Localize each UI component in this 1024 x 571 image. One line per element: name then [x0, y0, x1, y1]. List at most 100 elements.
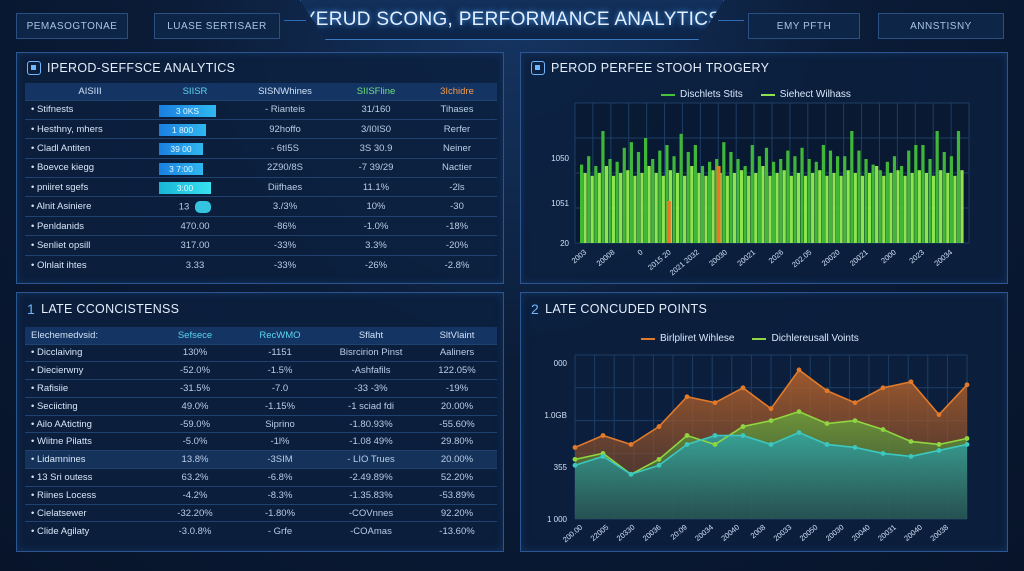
- col-header[interactable]: SISNWhines: [235, 83, 335, 100]
- bar[interactable]: [654, 173, 658, 243]
- bar[interactable]: [875, 166, 879, 243]
- table-row[interactable]: • Wiitne Pilatts -5.0% -1l% -1.08 49% 29.80%: [25, 432, 497, 451]
- table-row[interactable]: • Hesthny, mhers 1 800 92hoffo 3/I0IS0 Rerfe…: [25, 118, 497, 139]
- bar[interactable]: [647, 166, 651, 243]
- data-point[interactable]: [740, 424, 746, 429]
- data-point[interactable]: [628, 471, 634, 477]
- bar[interactable]: [853, 173, 857, 243]
- bar[interactable]: [764, 147, 769, 243]
- bar[interactable]: [907, 150, 911, 243]
- data-point[interactable]: [712, 400, 718, 406]
- bar[interactable]: [683, 175, 687, 243]
- bar[interactable]: [704, 175, 708, 243]
- bar[interactable]: [666, 201, 671, 243]
- bar[interactable]: [839, 175, 843, 243]
- bar[interactable]: [864, 159, 868, 243]
- bar[interactable]: [846, 170, 850, 243]
- data-point[interactable]: [936, 412, 942, 418]
- data-point[interactable]: [908, 439, 914, 444]
- bar[interactable]: [789, 175, 793, 243]
- table-row[interactable]: • Penldanids 470.00 -86% -1.0% -18%: [25, 215, 497, 236]
- data-point[interactable]: [852, 400, 858, 406]
- bar[interactable]: [924, 173, 929, 243]
- bar[interactable]: [931, 175, 936, 243]
- bar[interactable]: [768, 175, 772, 243]
- table-row[interactable]: • Dicclaiving 130% -1151 Bisrcirion Pinst Aa…: [25, 343, 497, 362]
- table-row[interactable]: • Riines Locess -4.2% -8.3% -1.35.83% -53.89…: [25, 485, 497, 505]
- data-point[interactable]: [936, 448, 942, 453]
- data-point[interactable]: [656, 424, 662, 429]
- nav-button-2[interactable]: LUASE SERTISAER: [154, 13, 280, 39]
- bar[interactable]: [860, 175, 865, 243]
- data-point[interactable]: [880, 385, 886, 391]
- data-point[interactable]: [600, 433, 606, 438]
- bar[interactable]: [850, 131, 854, 243]
- data-point[interactable]: [936, 442, 942, 447]
- data-point[interactable]: [684, 394, 690, 400]
- bar[interactable]: [946, 173, 950, 243]
- data-point[interactable]: [600, 453, 606, 459]
- bar[interactable]: [736, 159, 740, 243]
- bar[interactable]: [903, 175, 907, 243]
- bar[interactable]: [725, 175, 729, 243]
- bar[interactable]: [743, 166, 747, 243]
- data-point[interactable]: [572, 462, 578, 468]
- data-point[interactable]: [656, 462, 662, 468]
- bar[interactable]: [896, 170, 900, 243]
- table-row[interactable]: • 13 Sri outess 63.2% -6.8% -2.49.89% 52.20%: [25, 468, 497, 487]
- bar[interactable]: [878, 170, 882, 243]
- bar[interactable]: [640, 173, 644, 243]
- data-point[interactable]: [796, 430, 802, 435]
- table-row[interactable]: • Alnit Asiniere 13 3./3% 10% -30: [25, 196, 497, 217]
- bar[interactable]: [939, 170, 943, 243]
- bar[interactable]: [665, 145, 669, 243]
- bar[interactable]: [604, 166, 609, 243]
- col-header[interactable]: Sflaht: [325, 327, 417, 344]
- bar[interactable]: [857, 150, 861, 243]
- bar[interactable]: [889, 173, 893, 243]
- bar[interactable]: [782, 170, 786, 243]
- bar[interactable]: [686, 152, 690, 243]
- col-header[interactable]: Elechemedvsid:: [25, 327, 155, 344]
- bar[interactable]: [693, 145, 697, 243]
- bar[interactable]: [761, 166, 765, 243]
- table-row[interactable]: • Senliet opsill 317.00 -33% 3.3% -20%: [25, 235, 497, 256]
- bar[interactable]: [800, 147, 804, 243]
- data-point[interactable]: [824, 388, 830, 394]
- bar[interactable]: [811, 173, 815, 243]
- table-row[interactable]: • Olnlait ihtes 3.33 -33% -26% -2.8%: [25, 254, 497, 275]
- bar[interactable]: [697, 173, 701, 243]
- bar[interactable]: [786, 150, 790, 243]
- data-point[interactable]: [824, 442, 830, 447]
- bar[interactable]: [885, 161, 889, 243]
- data-point[interactable]: [684, 433, 690, 438]
- bar[interactable]: [615, 161, 619, 243]
- bar[interactable]: [779, 159, 783, 243]
- table-row[interactable]: • pniiret sgefs 3:00 Diifhaes 11.1% -2ls: [25, 177, 497, 197]
- bar[interactable]: [583, 173, 587, 243]
- col-header[interactable]: 3Ichidre: [417, 83, 497, 100]
- bar[interactable]: [708, 161, 712, 243]
- bar[interactable]: [608, 159, 612, 243]
- bar[interactable]: [960, 170, 964, 243]
- bar[interactable]: [928, 159, 932, 243]
- data-point[interactable]: [964, 382, 970, 388]
- data-point[interactable]: [852, 418, 858, 423]
- data-point[interactable]: [572, 456, 578, 462]
- bar[interactable]: [690, 166, 694, 243]
- bar[interactable]: [917, 170, 921, 243]
- data-point[interactable]: [628, 442, 634, 447]
- data-point[interactable]: [768, 442, 774, 447]
- bar[interactable]: [754, 173, 758, 243]
- col-header[interactable]: SltVlaint: [417, 327, 497, 344]
- bar[interactable]: [661, 175, 665, 243]
- col-header[interactable]: RecWMO: [235, 327, 325, 344]
- table-row[interactable]: • Boevce kiegg 3 7:00 2Z90/8S -7 39/29 Nacti…: [25, 157, 497, 178]
- bar[interactable]: [825, 175, 829, 243]
- data-point[interactable]: [964, 442, 970, 447]
- bar[interactable]: [775, 173, 779, 243]
- bar[interactable]: [892, 156, 897, 243]
- bar[interactable]: [871, 164, 875, 243]
- bar[interactable]: [832, 173, 836, 243]
- bar[interactable]: [935, 131, 939, 243]
